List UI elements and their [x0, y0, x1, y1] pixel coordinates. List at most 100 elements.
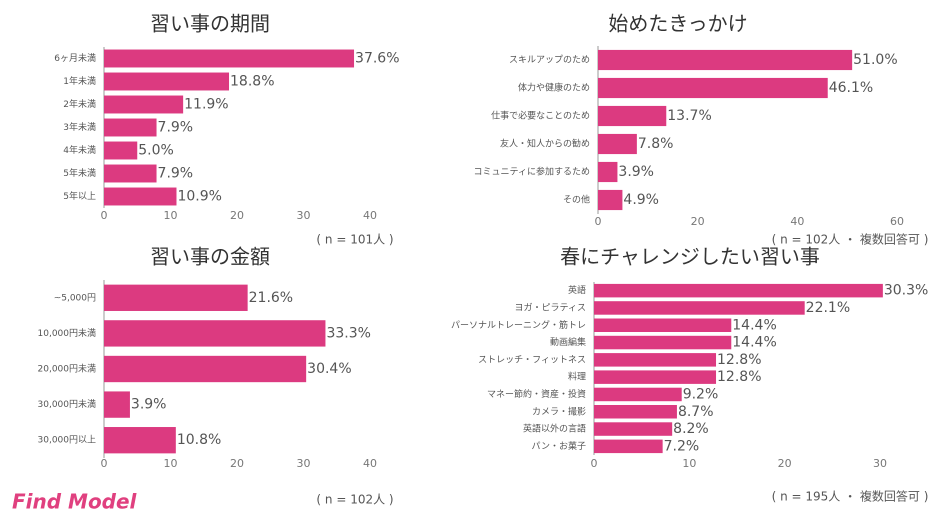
value-label: 11.9% — [184, 97, 228, 113]
value-label: 30.4% — [307, 361, 351, 377]
value-label: 3.9% — [131, 397, 167, 413]
bar — [104, 284, 248, 311]
category-label: 2年未満 — [63, 98, 96, 110]
value-label: 7.9% — [158, 166, 194, 182]
bar — [104, 355, 307, 383]
x-tick-label: 0 — [101, 209, 108, 222]
note: ( n = 102人 ・ 複数回答可 ) — [772, 232, 929, 247]
bar — [594, 353, 717, 367]
x-tick-label: 20 — [230, 457, 244, 470]
category-label: 1年未満 — [63, 75, 96, 87]
bar — [598, 49, 853, 71]
bar — [598, 133, 637, 155]
category-label: ストレッチ・フィットネス — [478, 354, 586, 365]
note: ( n = 101人 ) — [316, 233, 393, 247]
value-label: 8.7% — [678, 404, 714, 420]
bar — [598, 189, 623, 211]
x-tick-label: 0 — [591, 457, 598, 470]
value-label: 7.8% — [638, 136, 674, 152]
x-tick-label: 30 — [873, 457, 887, 470]
bar — [104, 95, 184, 114]
value-label: 7.9% — [158, 120, 194, 136]
category-label: その他 — [563, 194, 590, 206]
category-label: 4年未満 — [63, 144, 96, 156]
value-label: 30.3% — [884, 283, 928, 299]
x-tick-label: 20 — [778, 457, 792, 470]
value-label: 12.8% — [717, 369, 761, 385]
bar — [104, 320, 326, 347]
bar — [598, 77, 828, 99]
bar — [104, 72, 230, 91]
x-tick-label: 10 — [164, 209, 178, 222]
category-label: コミュニティに参加するため — [474, 166, 590, 178]
bar — [104, 187, 177, 206]
category-label: パン・お菓子 — [532, 440, 586, 452]
bar — [598, 105, 667, 127]
x-tick-label: 0 — [101, 457, 108, 470]
bar — [104, 164, 157, 183]
category-label: 20,000円未満 — [38, 363, 97, 375]
category-label: 3年未満 — [63, 121, 96, 133]
logo: Find Model — [12, 490, 138, 514]
value-label: 13.7% — [667, 108, 711, 124]
chart-title: 習い事の金額 — [150, 245, 270, 269]
category-label: ~5,000円 — [54, 292, 96, 303]
bar — [598, 161, 618, 183]
value-label: 9.2% — [683, 386, 719, 402]
category-label: 体力や健康のため — [518, 82, 590, 94]
note: ( n = 102人 ) — [316, 493, 393, 507]
x-tick-label: 30 — [297, 209, 311, 222]
category-label: 仕事で必要なことのため — [491, 110, 590, 122]
bar — [104, 141, 138, 160]
value-label: 14.4% — [732, 317, 776, 333]
value-label: 37.6% — [355, 51, 399, 67]
x-tick-label: 10 — [682, 457, 696, 470]
chart-title: 始めたきっかけ — [608, 12, 747, 36]
category-label: 30,000円以上 — [38, 435, 97, 446]
value-label: 51.0% — [853, 52, 897, 68]
bar — [594, 335, 732, 350]
value-label: 33.3% — [326, 325, 370, 341]
bar — [104, 49, 355, 68]
category-label: 英語以外の言語 — [523, 423, 586, 435]
bar — [594, 405, 677, 419]
value-label: 4.9% — [623, 192, 659, 208]
bar — [594, 370, 717, 384]
x-tick-label: 10 — [164, 457, 178, 470]
value-label: 12.8% — [717, 352, 761, 368]
category-label: 5年以上 — [63, 190, 96, 202]
category-label: マネー節約・資産・投資 — [487, 388, 586, 400]
category-label: 英語 — [568, 284, 586, 296]
value-label: 5.0% — [138, 143, 174, 159]
value-label: 21.6% — [249, 290, 293, 306]
bar — [594, 387, 682, 402]
category-label: 5年未満 — [63, 167, 96, 179]
category-label: 友人・知人からの勧め — [500, 138, 590, 150]
x-tick-label: 20 — [230, 209, 244, 222]
category-label: カメラ・撮影 — [532, 405, 586, 417]
category-label: 6ヶ月未満 — [54, 52, 96, 64]
value-label: 22.1% — [806, 300, 850, 316]
x-tick-label: 40 — [363, 457, 377, 470]
category-label: パーソナルトレーニング・筋トレ — [451, 319, 586, 331]
value-label: 8.2% — [673, 421, 709, 437]
x-tick-label: 20 — [691, 215, 705, 228]
bar — [104, 118, 157, 137]
note: ( n = 195人 ・ 複数回答可 ) — [772, 489, 929, 504]
bar — [594, 439, 663, 454]
bar — [594, 422, 673, 436]
value-label: 14.4% — [732, 335, 776, 351]
x-tick-label: 40 — [790, 215, 804, 228]
category-label: 料理 — [568, 371, 586, 383]
x-tick-label: 40 — [363, 209, 377, 222]
bar — [104, 391, 130, 418]
value-label: 46.1% — [829, 80, 873, 96]
value-label: 10.9% — [177, 189, 221, 205]
chart-title: 春にチャレンジしたい習い事 — [560, 245, 820, 269]
category-label: 動画編集 — [550, 336, 586, 348]
x-tick-label: 0 — [595, 215, 602, 228]
category-label: 10,000円未満 — [38, 327, 97, 339]
category-label: ヨガ・ピラティス — [515, 302, 586, 313]
bar — [104, 427, 176, 454]
